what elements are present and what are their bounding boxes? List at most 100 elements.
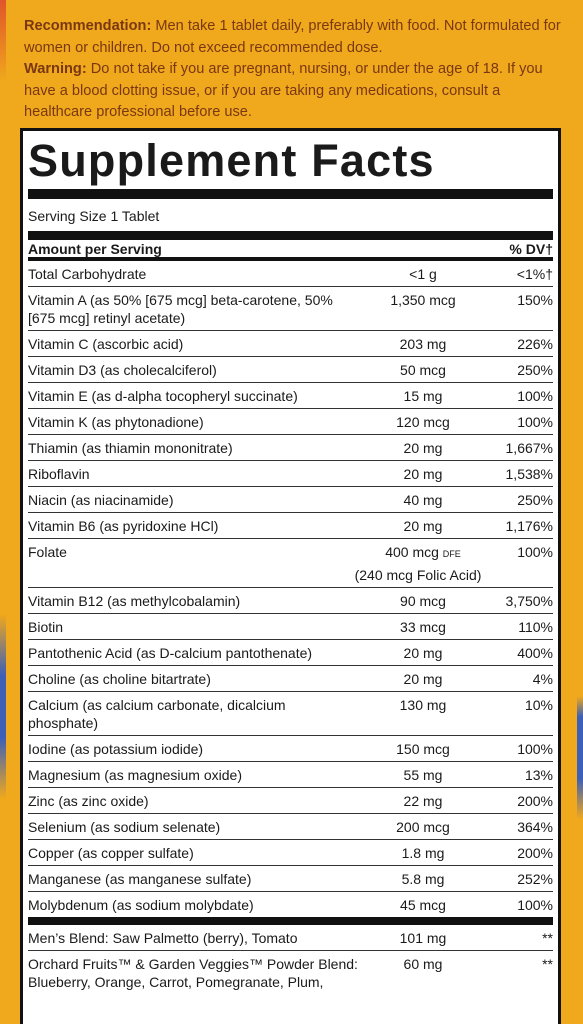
amount-cell: 1.8 mg — [358, 844, 488, 862]
dv-header: % DV† — [509, 240, 553, 257]
amount: 55 mg — [403, 767, 443, 783]
table-row: Vitamin C (ascorbic acid) 203 mg 226% — [28, 331, 553, 357]
nutrient-name: Choline (as choline bitartrate) — [28, 671, 211, 687]
daily-value: 100% — [517, 544, 553, 560]
amount: 20 mg — [403, 671, 443, 687]
daily-value: 400% — [517, 645, 553, 661]
nutrient-name: Pantothenic Acid (as D-calcium pantothen… — [28, 645, 313, 661]
nutrient-name: Molybdenum (as sodium molybdate) — [28, 897, 254, 913]
amount: 1.8 mg — [401, 845, 445, 861]
amount-unit: DFE — [442, 549, 461, 559]
amount-cell: 15 mg — [358, 387, 488, 405]
amount: 60 mg — [403, 956, 443, 972]
table-row: Vitamin A (as 50% [675 mcg] beta-caroten… — [28, 287, 553, 331]
table-row: Vitamin E (as d-alpha tocopheryl succina… — [28, 383, 553, 409]
nutrient-name: Selenium (as sodium selenate) — [28, 819, 221, 835]
amount: 22 mg — [403, 793, 443, 809]
daily-value: 226% — [517, 336, 553, 352]
amount-cell: 1,350 mcg — [358, 291, 488, 327]
amount: 40 mg — [403, 492, 443, 508]
amount-cell: 20 mg — [358, 517, 488, 535]
daily-value: 100% — [517, 414, 553, 430]
amount-per-serving-header: Amount per Serving — [28, 240, 162, 257]
nutrient-name: Copper (as copper sulfate) — [28, 845, 194, 861]
table-row: Selenium (as sodium selenate) 200 mcg 364% — [28, 814, 553, 840]
table-row: Riboflavin 20 mg 1,538% — [28, 461, 553, 487]
amount: 20 mg — [403, 645, 443, 661]
table-row: Niacin (as niacinamide) 40 mg 250% — [28, 487, 553, 513]
daily-value: 100% — [517, 741, 553, 757]
nutrient-name: Orchard Fruits™ & Garden Veggies™ Powder… — [28, 956, 358, 990]
table-row: Folate 400 mcg DFE (240 mcg Folic Acid) 100… — [28, 539, 553, 588]
table-row: Calcium (as calcium carbonate, dicalcium… — [28, 692, 553, 736]
nutrient-name: Vitamin C (ascorbic acid) — [28, 336, 184, 352]
table-row: Copper (as copper sulfate) 1.8 mg 200% — [28, 840, 553, 866]
table-row: Vitamin D3 (as cholecalciferol) 50 mcg 250… — [28, 357, 553, 383]
amount-cell: 45 mcg — [358, 896, 488, 914]
amount-cell: 150 mcg — [358, 740, 488, 758]
amount-cell: 90 mcg — [358, 592, 488, 610]
table-row: Thiamin (as thiamin mononitrate) 20 mg 1,6… — [28, 435, 553, 461]
daily-value: 364% — [517, 819, 553, 835]
nutrient-name: Vitamin E (as d-alpha tocopheryl succina… — [28, 388, 298, 404]
amount-cell: 5.8 mg — [358, 870, 488, 888]
nutrient-rows: Total Carbohydrate <1 g <1%† Vitamin A (as … — [28, 261, 553, 925]
amount: 400 mcg — [385, 544, 439, 560]
nutrient-name: Riboflavin — [28, 466, 90, 482]
table-row: Total Carbohydrate <1 g <1%† — [28, 261, 553, 287]
nutrient-name: Iodine (as potassium iodide) — [28, 741, 204, 757]
recommendation: Recommendation: Men take 1 tablet daily,… — [24, 16, 564, 59]
amount: 5.8 mg — [401, 871, 445, 887]
amount: 15 mg — [403, 388, 443, 404]
warning-text: Do not take if you are pregnant, nursing… — [24, 61, 543, 121]
daily-value: 110% — [518, 619, 553, 635]
amount-cell: 120 mcg — [358, 413, 488, 431]
nutrient-name: Vitamin K (as phytonadione) — [28, 414, 204, 430]
nutrient-name: Thiamin (as thiamin mononitrate) — [28, 440, 233, 456]
amount: 120 mcg — [396, 414, 450, 430]
daily-value: 200% — [517, 793, 553, 809]
amount-cell: 200 mcg — [358, 818, 488, 836]
nutrient-name: Vitamin B12 (as methylcobalamin) — [28, 593, 241, 609]
amount: 20 mg — [403, 440, 443, 456]
nutrient-name: Zinc (as zinc oxide) — [28, 793, 149, 809]
nutrient-name: Vitamin B6 (as pyridoxine HCl) — [28, 518, 219, 534]
table-row: Biotin 33 mcg 110% — [28, 614, 553, 640]
daily-value: ** — [542, 930, 553, 946]
daily-value: 150% — [517, 292, 553, 308]
table-row: Vitamin B6 (as pyridoxine HCl) 20 mg 1,176… — [28, 513, 553, 539]
amount-cell: 20 mg — [358, 644, 488, 662]
amount: 203 mg — [399, 336, 447, 352]
daily-value: 100% — [517, 388, 553, 404]
nutrient-name: Vitamin D3 (as cholecalciferol) — [28, 362, 217, 378]
serving-size: Serving Size 1 Tablet — [28, 208, 160, 224]
amount-cell: 20 mg — [358, 439, 488, 457]
amount-cell: 20 mg — [358, 670, 488, 688]
table-row: Vitamin K (as phytonadione) 120 mcg 100% — [28, 409, 553, 435]
amount: 200 mcg — [396, 819, 450, 835]
warning: Warning: Do not take if you are pregnant… — [24, 59, 564, 124]
nutrient-name: Magnesium (as magnesium oxide) — [28, 767, 242, 783]
daily-value: 1,538% — [505, 466, 553, 482]
daily-value: <1%† — [516, 266, 553, 282]
amount: 20 mg — [403, 466, 443, 482]
table-row: Magnesium (as magnesium oxide) 55 mg 13% — [28, 762, 553, 788]
box-edge-left — [0, 0, 6, 1024]
daily-value: ** — [542, 956, 553, 972]
amount: 90 mcg — [400, 593, 446, 609]
recommendation-text: Men take 1 tablet daily, preferably with… — [24, 18, 561, 56]
amount-cell: 22 mg — [358, 792, 488, 810]
daily-value: 3,750% — [505, 593, 553, 609]
daily-value: 13% — [524, 767, 553, 783]
nutrient-name: Vitamin A (as 50% [675 mcg] beta-caroten… — [28, 292, 333, 326]
amount-cell: 203 mg — [358, 335, 488, 353]
table-row: Molybdenum (as sodium molybdate) 45 mcg 10… — [28, 892, 553, 925]
amount: 45 mcg — [400, 897, 446, 913]
nutrient-name: Biotin — [28, 619, 64, 635]
amount-cell: 33 mcg — [358, 618, 488, 636]
table-row: Pantothenic Acid (as D-calcium pantothen… — [28, 640, 553, 666]
amount-cell: 40 mg — [358, 491, 488, 509]
amount: 33 mcg — [400, 619, 446, 635]
daily-value: 250% — [517, 362, 553, 378]
amount-cell: <1 g — [358, 265, 488, 283]
